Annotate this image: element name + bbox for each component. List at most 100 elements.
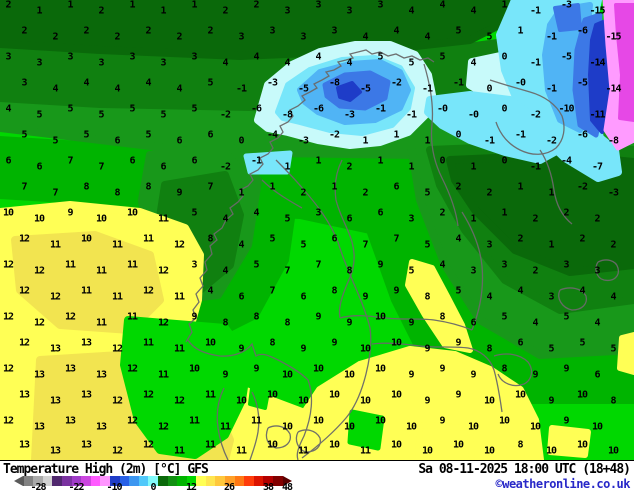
temp-value: 1 (129, 0, 135, 11)
temp-value: 11 (297, 445, 309, 457)
temp-value: 3 (315, 207, 321, 219)
temp-value: -1 (421, 83, 433, 95)
temp-value: 4 (594, 317, 600, 329)
temp-value: 13 (18, 439, 30, 451)
temp-value: 12 (33, 317, 45, 329)
temp-value: 10 (297, 395, 309, 407)
legend-bar: Temperature High (2m) [°C] GFS Sa 08-11-… (0, 460, 634, 490)
temp-value: 5 (129, 103, 135, 115)
temp-value: 3 (191, 51, 197, 63)
temp-value: 13 (33, 421, 45, 433)
temp-value: 8 (517, 439, 523, 451)
temp-value: 8 (284, 317, 290, 329)
colorbar-segment (215, 476, 225, 486)
colorbar-tick: 0 (150, 482, 156, 490)
temp-value: 6 (160, 161, 166, 173)
temp-value: 10 (328, 439, 340, 451)
colorbar-segment (43, 476, 53, 486)
temp-value: 11 (95, 317, 107, 329)
temp-value: 3 (315, 0, 321, 11)
temp-value: 11 (235, 445, 247, 457)
temp-value: 4 (315, 51, 321, 63)
temp-value: 2 (594, 213, 600, 225)
colorbar-segment (110, 476, 120, 486)
temp-value: 11 (157, 213, 169, 225)
temp-value: 8 (269, 337, 275, 349)
temp-value: 10 (95, 213, 107, 225)
temp-value: -11 (589, 109, 605, 121)
temp-value: 3 (408, 213, 414, 225)
temp-value: 13 (95, 421, 107, 433)
temp-value: 12 (49, 291, 61, 303)
temp-value: 4 (222, 213, 228, 225)
temp-value: 13 (80, 337, 92, 349)
temp-value: 6 (470, 317, 476, 329)
colorbar-tick: -28 (30, 482, 46, 490)
temp-value: 9 (548, 395, 554, 407)
temp-value: 2 (176, 31, 182, 43)
temp-value: 10 (483, 395, 495, 407)
temp-value: 9 (331, 337, 337, 349)
temp-value: -4 (266, 129, 278, 141)
temp-value: 0 (501, 155, 507, 167)
temp-value: 10 (576, 389, 588, 401)
temp-value: -5 (560, 51, 572, 63)
temp-value: 11 (250, 415, 262, 427)
temp-value: -3 (560, 0, 572, 11)
temp-value: 9 (439, 363, 445, 375)
temp-value: 12 (2, 259, 14, 271)
temp-value: 4 (455, 233, 461, 245)
temp-value: 4 (362, 31, 368, 43)
temp-value: 11 (204, 389, 216, 401)
colorbar-segment (206, 476, 216, 486)
temp-value: 3 (36, 57, 42, 69)
temp-value: 13 (64, 415, 76, 427)
temp-value: 12 (111, 343, 123, 355)
temp-value: 9 (408, 369, 414, 381)
temp-value: 1 (67, 0, 73, 11)
temp-value: 2 (563, 207, 569, 219)
copyright-link[interactable]: ©weatheronline.co.uk (495, 477, 631, 490)
temp-value: 8 (439, 311, 445, 323)
temp-value: 10 (421, 445, 433, 457)
temp-value: -3 (266, 77, 278, 89)
temp-value: 1 (362, 135, 368, 147)
temp-value: 10 (514, 389, 526, 401)
temp-value: 5 (269, 233, 275, 245)
temp-value: 3 (21, 77, 27, 89)
weather-map[interactable]: 2 1 1 2 1 1 1 2 2 3 3 3 3 4 4 4 1 -1 -3 -15 2 2 2 2 2 2 2 3 3 3 3 4 4 4 5 5… (0, 0, 634, 460)
temp-value: 1 (284, 161, 290, 173)
colorbar-segment (196, 476, 206, 486)
colorbar-tick: 48 (281, 482, 293, 490)
temp-value: 9 (191, 311, 197, 323)
colorbar-tick: 38 (262, 482, 274, 490)
temp-value: -1 (405, 109, 417, 121)
temp-value: 1 (470, 161, 476, 173)
temp-value: 3 (377, 0, 383, 11)
temp-value: 6 (594, 369, 600, 381)
colorbar-segment (62, 476, 72, 486)
temp-value: 3 (5, 51, 11, 63)
temp-value: 12 (173, 395, 185, 407)
temp-value: 2 (222, 5, 228, 17)
temp-value: 6 (517, 337, 523, 349)
temp-value: 1 (408, 161, 414, 173)
temp-value: -3 (607, 187, 619, 199)
temp-value: 6 (5, 155, 11, 167)
temp-value: 10 (359, 343, 371, 355)
temp-value: 8 (253, 311, 259, 323)
temp-value: 10 (281, 421, 293, 433)
temp-value: 10 (529, 421, 541, 433)
temp-value: 3 (284, 5, 290, 17)
temp-value: 4 (486, 291, 492, 303)
temp-value: 9 (439, 415, 445, 427)
temp-value: 5 (610, 343, 616, 355)
temp-value: 5 (191, 207, 197, 219)
temp-value: 10 (467, 421, 479, 433)
temp-value: 5 (424, 239, 430, 251)
temp-value: 3 (300, 31, 306, 43)
temp-value: 9 (455, 337, 461, 349)
temp-value: 9 (362, 291, 368, 303)
temp-value: 1 (393, 129, 399, 141)
temp-value: 11 (80, 285, 92, 297)
